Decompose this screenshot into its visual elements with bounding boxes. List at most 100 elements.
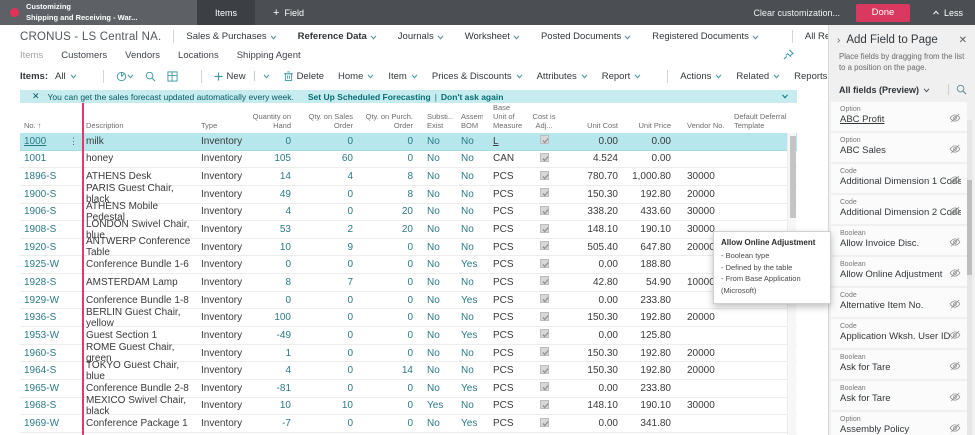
draggable-field-allow-invoice-disc-[interactable]: Boolean Allow Invoice Disc. [831, 226, 967, 255]
subnav-locations[interactable]: Locations [178, 50, 219, 61]
scrollbar-thumb[interactable] [790, 136, 796, 218]
cell-no[interactable]: 1953-W [20, 330, 82, 341]
column-header-sub[interactable]: Substi... Exist [417, 112, 453, 130]
draggable-field-alternative-item-no-[interactable]: Code Alternative Item No. [831, 288, 967, 317]
toolbar-menu-prices-discounts[interactable]: Prices & Discounts [432, 71, 523, 82]
cell-uom[interactable]: PCS [483, 171, 525, 182]
cell-no[interactable]: 1000⋮ [20, 136, 82, 147]
close-panel-icon[interactable]: ✕ [959, 35, 967, 46]
hide-field-icon[interactable] [949, 422, 961, 434]
search-button[interactable] [145, 71, 156, 82]
cell-vend[interactable]: 30000 [675, 400, 730, 411]
cell-no[interactable]: 1969-W [20, 418, 82, 429]
tab-add-field[interactable]: + Field [255, 0, 322, 25]
scope-filter[interactable]: All [55, 71, 77, 82]
subnav-vendors[interactable]: Vendors [125, 50, 160, 61]
cell-vend[interactable]: 20000 [675, 348, 730, 359]
table-row[interactable]: 1000⋮milkInventory000NoNoL0.000.00 [20, 133, 797, 151]
column-header-uprice[interactable]: Unit Price [622, 121, 675, 130]
search-icon[interactable] [956, 84, 967, 95]
draggable-field-ask-for-tare[interactable]: Boolean Ask for Tare [831, 350, 967, 379]
toolbar-menu-actions[interactable]: Actions [680, 71, 722, 82]
draggable-field-abc-profit[interactable]: Option ABC Profit [831, 102, 967, 131]
cell-uom[interactable]: PCS [483, 348, 525, 359]
draggable-field-ask-for-tare[interactable]: Boolean Ask for Tare [831, 381, 967, 410]
table-row[interactable]: 1936-SBERLIN Guest Chair, yellowInventor… [20, 309, 797, 327]
draggable-field-abc-sales[interactable]: Option ABC Sales [831, 133, 967, 162]
cell-uom[interactable]: PCS [483, 418, 525, 429]
draggable-field-additional-dimension-2-code[interactable]: Code Additional Dimension 2 Code [831, 195, 967, 224]
delete-button[interactable]: Delete [284, 71, 324, 82]
less-button[interactable]: Less [932, 8, 963, 18]
nav-menu-worksheet[interactable]: Worksheet [465, 31, 520, 42]
tab-items[interactable]: Items [197, 0, 255, 25]
draggable-field-assembly-policy[interactable]: Option Assembly Policy [831, 412, 967, 435]
cell-uom[interactable]: PCS [483, 312, 525, 323]
cell-uom[interactable]: PCS [483, 259, 525, 270]
open-in-excel-button[interactable] [167, 71, 178, 82]
draggable-field-allow-online-adjustment[interactable]: Boolean Allow Online Adjustment [831, 257, 967, 286]
hide-field-icon[interactable] [949, 112, 961, 124]
cell-no[interactable]: 1928-S [20, 277, 82, 288]
toolbar-menu-home[interactable]: Home [338, 71, 374, 82]
cell-uom[interactable]: PCS [483, 383, 525, 394]
column-header-qpo[interactable]: Qty. on Purch. Order [357, 112, 417, 130]
nav-menu-journals[interactable]: Journals [398, 31, 444, 42]
column-header-desc[interactable]: Description [82, 121, 197, 130]
table-row[interactable]: 1968-SMEXICO Swivel Chair, blackInventor… [20, 398, 797, 416]
cell-vend[interactable]: 30000 [675, 206, 730, 217]
cell-no[interactable]: 1896-S [20, 171, 82, 182]
cell-no[interactable]: 1964-S [20, 365, 82, 376]
cell-uom[interactable]: CAN [483, 153, 525, 164]
hide-field-icon[interactable] [949, 329, 961, 341]
column-header-ucost[interactable]: Unit Cost [563, 121, 622, 130]
cell-vend[interactable]: 20000 [675, 189, 730, 200]
cell-no[interactable]: 1968-S [20, 400, 82, 411]
column-header-type[interactable]: Type [197, 121, 243, 130]
cell-no[interactable]: 1906-S [20, 206, 82, 217]
toolbar-menu-related[interactable]: Related [736, 71, 780, 82]
column-header-qso[interactable]: Qty. on Sales Order [295, 112, 357, 130]
hide-field-icon[interactable] [949, 205, 961, 217]
hide-field-icon[interactable] [949, 236, 961, 248]
cell-uom[interactable]: PCS [483, 295, 525, 306]
cell-no[interactable]: 1920-S [20, 242, 82, 253]
column-header-uom[interactable]: Base Unit of Measure [483, 103, 525, 130]
toolbar-menu-report[interactable]: Report [602, 71, 642, 82]
table-row[interactable]: 1920-SANTWERP Conference TableInventory1… [20, 239, 797, 257]
draggable-field-application-wksh-user-id[interactable]: Code Application Wksh. User ID [831, 319, 967, 348]
cell-uom[interactable]: PCS [483, 330, 525, 341]
table-row[interactable]: 1925-WConference Bundle 1-6Inventory000N… [20, 256, 797, 274]
table-row[interactable]: 1969-WConference Package 1Inventory-700N… [20, 415, 797, 433]
nav-menu-reference-data[interactable]: Reference Data [298, 31, 377, 42]
toolbar-menu-attributes[interactable]: Attributes [537, 71, 588, 82]
column-header-vend[interactable]: Vendor No. [675, 121, 730, 130]
done-button[interactable]: Done [856, 4, 910, 22]
subnav-items[interactable]: Items [20, 50, 43, 61]
cell-vend[interactable]: 30000 [675, 171, 730, 182]
fields-filter-dropdown[interactable]: All fields (Preview) [839, 85, 948, 95]
cell-no[interactable]: 1925-W [20, 259, 82, 270]
cell-uom[interactable]: PCS [483, 365, 525, 376]
column-header-adj[interactable]: Cost is Adj... [525, 112, 563, 130]
cell-no[interactable]: 1001 [20, 153, 82, 164]
nav-menu-sales-purchases[interactable]: Sales & Purchases [186, 31, 276, 42]
new-button[interactable]: New [214, 71, 270, 82]
column-header-defer[interactable]: Default Deferral Template [730, 112, 797, 130]
cell-uom[interactable]: PCS [483, 277, 525, 288]
table-row[interactable]: 1964-STOKYO Guest Chair, blueInventory40… [20, 362, 797, 380]
clear-customization-link[interactable]: Clear customization... [753, 8, 840, 18]
hide-field-icon[interactable] [949, 143, 961, 155]
cell-no[interactable]: 1900-S [20, 189, 82, 200]
hide-field-icon[interactable] [949, 267, 961, 279]
row-menu-icon[interactable]: ⋮ [69, 136, 78, 147]
hide-field-icon[interactable] [949, 298, 961, 310]
hide-field-icon[interactable] [949, 174, 961, 186]
chevron-down-icon[interactable] [781, 94, 789, 99]
draggable-field-additional-dimension-1-code[interactable]: Code Additional Dimension 1 Code [831, 164, 967, 193]
cell-uom[interactable]: PCS [483, 400, 525, 411]
hide-field-icon[interactable] [949, 360, 961, 372]
cell-uom[interactable]: PCS [483, 189, 525, 200]
cell-uom[interactable]: L [483, 136, 525, 147]
setup-forecasting-link[interactable]: Set Up Scheduled Forecasting [308, 92, 431, 102]
